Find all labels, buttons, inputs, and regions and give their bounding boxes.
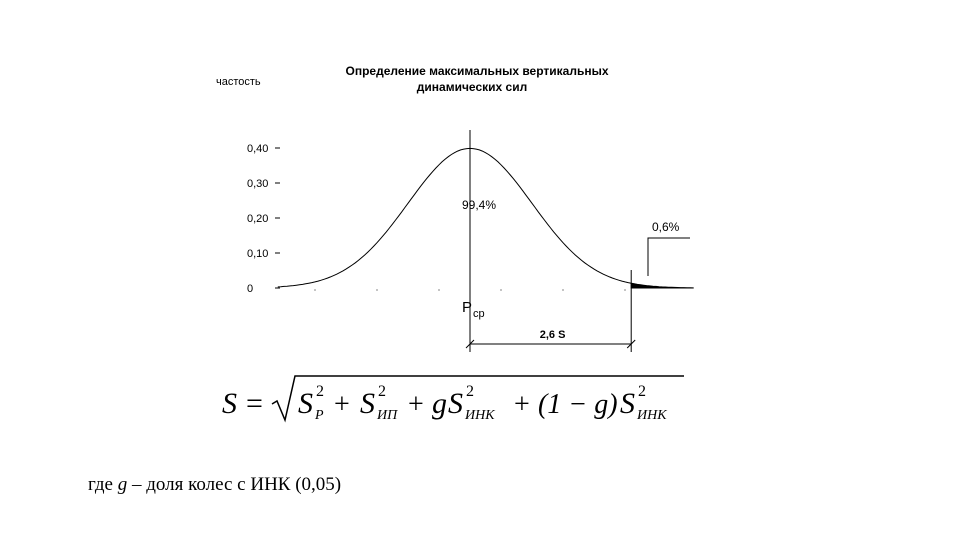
- note-var: g: [117, 474, 128, 495]
- formula-plus: +: [334, 389, 350, 420]
- annotation-central: 99,4%: [462, 198, 496, 212]
- term-base: S: [298, 387, 313, 420]
- term-coef: g: [432, 387, 447, 420]
- y-tick-label: 0,10: [247, 248, 268, 260]
- term-base: S: [360, 387, 375, 420]
- chart-title-line-1: Определение максимальных вертикальных: [345, 64, 608, 78]
- term-sup: 2: [466, 383, 474, 400]
- sqrt-sign-icon: [271, 375, 684, 423]
- plot-area: 0 0,10 0,20 0,30 0,40 P ср 2,6 S 99,4% 0,6%: [247, 130, 694, 352]
- term-sup: 2: [378, 383, 386, 400]
- formula-term-1: S 2 P: [298, 383, 324, 423]
- term-sup: 2: [316, 383, 324, 400]
- dimension-tick: [465, 339, 475, 349]
- formula-equals: =: [246, 387, 263, 420]
- term-base: S: [448, 387, 463, 420]
- dimension-label: 2,6 S: [540, 329, 566, 341]
- tail-area: [630, 282, 694, 289]
- formula-term-4: (1 − g) S 2 ИНК: [538, 383, 667, 423]
- term-sub: ИП: [376, 408, 398, 423]
- y-tick-label: 0,20: [247, 213, 268, 225]
- term-sup: 2: [638, 383, 646, 400]
- note-body: – доля колес с ИНК (0,05): [127, 474, 342, 495]
- mean-label-sub: ср: [473, 308, 485, 320]
- formula: S = S 2 P + S 2 ИП + g S 2 ИНК + (1 − g)…: [222, 375, 684, 423]
- y-axis-label: частость: [216, 76, 261, 88]
- y-tick-label: 0,40: [247, 143, 268, 155]
- annotation-leader: [647, 237, 690, 276]
- note-text: где g – доля колес с ИНК (0,05): [88, 474, 341, 496]
- density-curve: [277, 147, 632, 288]
- mean-label: P: [462, 299, 472, 316]
- term-base: S: [620, 387, 635, 420]
- y-tick-label: 0: [247, 283, 253, 295]
- term-sub: ИНК: [636, 408, 667, 423]
- chart: Определение максимальных вертикальных ди…: [216, 64, 694, 352]
- formula-lhs: S: [222, 387, 237, 420]
- dimension-tick: [626, 339, 636, 349]
- formula-plus: +: [408, 389, 424, 420]
- term-sub: P: [314, 408, 324, 423]
- formula-term-2: S 2 ИП: [360, 383, 398, 423]
- term-coef: (1 − g): [538, 389, 618, 420]
- chart-title-line-2: динамических сил: [417, 80, 527, 94]
- note-prefix: где: [88, 474, 118, 495]
- formula-term-3: g S 2 ИНК: [432, 383, 495, 423]
- formula-plus: +: [514, 389, 530, 420]
- term-sub: ИНК: [464, 408, 495, 423]
- annotation-tail: 0,6%: [652, 220, 680, 234]
- y-tick-label: 0,30: [247, 178, 268, 190]
